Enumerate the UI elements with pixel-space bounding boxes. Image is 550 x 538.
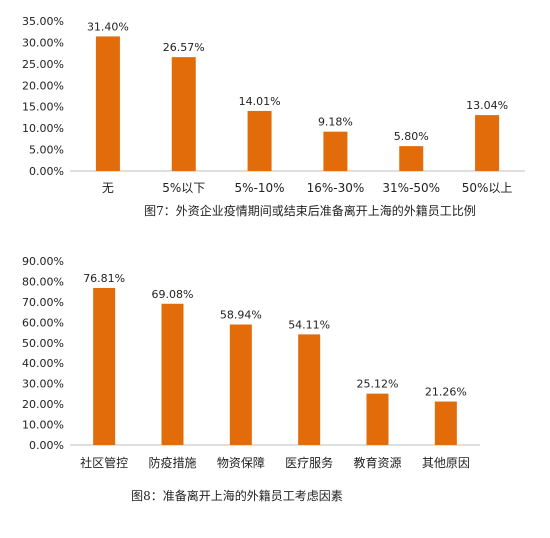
- chart1-bar: [323, 131, 348, 171]
- chart2-ytick-label: 70.00%: [22, 296, 64, 309]
- chart2-data-label: 69.08%: [152, 288, 194, 301]
- chart2-bar: [298, 334, 321, 445]
- chart2-caption: 图8：准备离开上海的外籍员工考虑因素: [131, 488, 343, 503]
- chart2-data-label: 25.12%: [357, 378, 399, 391]
- chart2-bar: [434, 401, 457, 445]
- chart1-category-label: 5%-10%: [235, 181, 285, 195]
- chart1-category-label: 16%-30%: [307, 181, 365, 195]
- chart1-data-label: 9.18%: [318, 116, 353, 129]
- chart1-bar: [247, 110, 272, 171]
- chart2-data-label: 54.11%: [288, 318, 330, 331]
- chart2-ytick-label: 60.00%: [22, 316, 64, 329]
- chart-employee-departure-ratio: 0.00% 5.00% 10.00% 15.00% 20.00% 25.00% 30.00%…: [22, 15, 525, 195]
- chart2-ytick-label: 0.00%: [29, 439, 64, 452]
- chart2-ytick-label: 90.00%: [22, 255, 64, 268]
- chart1-category-label: 5%以下: [162, 181, 205, 195]
- chart1-data-label: 13.04%: [466, 99, 508, 112]
- chart2-category-label: 医疗服务: [285, 455, 333, 470]
- chart1-data-label: 5.80%: [394, 130, 429, 143]
- chart1-ytick-label: 5.00%: [29, 144, 64, 157]
- chart1-caption: 图7：外资企业疫情期间或结束后准备离开上海的外籍员工比例: [144, 203, 476, 218]
- chart1-ytick-label: 20.00%: [22, 79, 64, 92]
- chart2-ytick-label: 30.00%: [22, 378, 64, 391]
- chart1-ytick-label: 30.00%: [22, 36, 64, 49]
- chart2-data-label: 21.26%: [425, 386, 467, 399]
- chart1-bar: [95, 36, 120, 171]
- chart1-ytick-label: 15.00%: [22, 101, 64, 114]
- chart2-category-label: 物资保障: [217, 455, 265, 470]
- chart2-ytick-label: 40.00%: [22, 357, 64, 370]
- chart2-category-label: 防疫措施: [148, 455, 196, 470]
- chart2-data-label: 58.94%: [220, 309, 262, 322]
- chart1-category-label: 31%-50%: [382, 181, 440, 195]
- chart1-data-label: 26.57%: [163, 41, 205, 54]
- chart2-ytick-label: 50.00%: [22, 337, 64, 350]
- chart1-ytick-label: 0.00%: [29, 165, 64, 178]
- chart1-bar: [475, 115, 500, 171]
- chart1-ytick-label: 10.00%: [22, 122, 64, 135]
- chart2-bar: [93, 287, 116, 445]
- chart2-bar: [229, 324, 252, 445]
- chart2-ytick-label: 20.00%: [22, 398, 64, 411]
- chart1-category-label: 50%以上: [462, 181, 513, 195]
- chart1-data-label: 14.01%: [239, 95, 281, 108]
- chart2-ytick-label: 80.00%: [22, 275, 64, 288]
- chart2-category-label: 教育资源: [353, 455, 401, 470]
- chart1-category-label: 无: [102, 181, 114, 195]
- chart2-category-label: 其他原因: [422, 456, 470, 470]
- chart1-bar: [399, 146, 424, 171]
- chart1-data-label: 31.40%: [87, 20, 129, 33]
- chart2-bar: [161, 303, 184, 445]
- chart2-category-label: 社区管控: [80, 455, 128, 470]
- chart1-ytick-label: 35.00%: [22, 15, 64, 28]
- chart1-bar: [171, 57, 196, 171]
- chart2-data-label: 76.81%: [83, 272, 125, 285]
- chart2-ytick-label: 10.00%: [22, 419, 64, 432]
- chart-departure-factors: 0.00% 10.00% 20.00% 30.00% 40.00% 50.00% 60.00…: [22, 255, 480, 470]
- chart1-ytick-label: 25.00%: [22, 58, 64, 71]
- chart2-bar: [366, 393, 389, 445]
